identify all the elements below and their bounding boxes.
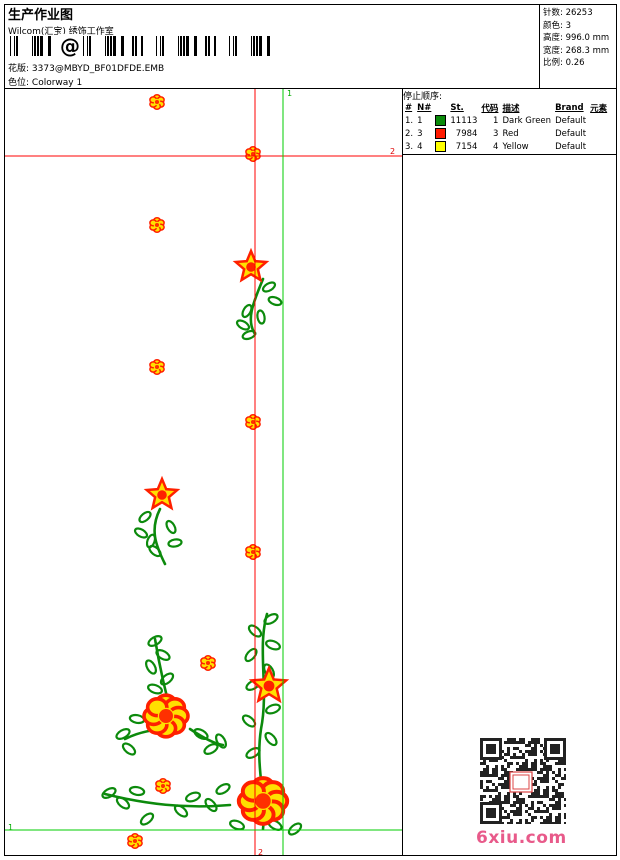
design-label: 花版: [8, 64, 30, 74]
small-flower [149, 358, 165, 376]
leaf [247, 624, 263, 638]
colorway-row: 色位: Colorway 1 [8, 75, 82, 88]
stop-sequence-table: # N# St. 代码 描述 Brand 元素 1. 1 11113 1 Dar… [403, 101, 609, 153]
leaf [173, 804, 189, 818]
barcode-symbol: @ [58, 34, 82, 58]
star-flower [143, 475, 181, 511]
leaf [159, 672, 175, 686]
barcode [10, 36, 270, 56]
leaf [128, 785, 146, 797]
company-name: Wilcom(汇宝) 绣饰工作室 [8, 27, 114, 37]
green-guide-label-top: 1 [287, 89, 292, 98]
leaf [101, 786, 117, 800]
stat-colors: 颜色: 3 [543, 20, 571, 31]
watermark: 6xiu.com [476, 828, 567, 848]
leaf [121, 742, 137, 756]
leaf [287, 822, 303, 836]
stats-divider [539, 4, 540, 88]
leaf [256, 309, 266, 325]
small-flower [149, 93, 165, 111]
leaf [203, 742, 219, 756]
table-row: 1. 1 11113 1 Dark Green Default [405, 115, 587, 126]
leaf [155, 648, 171, 662]
table-row: 3. 4 7154 4 Yellow Default [405, 141, 587, 152]
leaf [115, 796, 131, 810]
header-divider [4, 88, 617, 89]
star-flower [248, 664, 290, 704]
star-flower [232, 247, 270, 283]
embroidery-design: 1 1 2 2 [5, 89, 402, 855]
leaf [261, 281, 277, 293]
colorway-label: 色位: [8, 78, 30, 88]
leaf [263, 612, 279, 626]
column-divider [402, 88, 403, 856]
leaf [193, 727, 209, 741]
small-flower [245, 413, 261, 431]
small-flower [149, 216, 165, 234]
stat-stitches: 针数: 26253 [543, 8, 593, 18]
leaf [241, 329, 257, 341]
table-header-row: # N# St. 代码 描述 Brand 元素 [403, 101, 609, 114]
stats-block: 针数: 26253 颜色: 3 高度: 996.0 mm 宽度: 268.3 m… [543, 7, 609, 70]
col-code: 代码 [481, 103, 499, 114]
col-num: # [405, 102, 413, 113]
green-guide-label-left: 1 [8, 823, 13, 832]
small-flower [200, 654, 216, 672]
color-swatch [435, 141, 447, 152]
color-swatch [435, 128, 447, 139]
leaf [139, 812, 155, 826]
leaf [244, 647, 258, 663]
leaf [148, 544, 162, 558]
col-brand: Brand [555, 102, 584, 113]
leaf [204, 797, 218, 813]
design-file-row: 花版: 3373@MBYD_BF01DFDE.EMB [8, 61, 164, 74]
design-file: 3373@MBYD_BF01DFDE.EMB [31, 64, 165, 74]
leaf [115, 727, 131, 741]
leaf [265, 703, 281, 715]
col-stitches: St. [450, 102, 464, 113]
small-flower [127, 832, 143, 850]
colorway-value: Colorway 1 [31, 78, 83, 88]
stop-sequence-title: 停止顺序: [403, 92, 443, 102]
stat-width: 宽度: 268.3 mm [543, 45, 610, 56]
leaf [214, 733, 228, 749]
leaf [147, 683, 163, 695]
small-flower [245, 543, 261, 561]
col-desc: 描述 [502, 103, 520, 114]
leaf [144, 659, 158, 675]
leaf [241, 303, 253, 319]
leaf [267, 295, 283, 307]
small-flower [155, 777, 171, 795]
leaf [235, 319, 251, 331]
leaf [133, 527, 149, 539]
page-title: 生产作业图 [8, 8, 74, 23]
leaf [264, 731, 278, 747]
small-flower [245, 145, 261, 163]
leaf [229, 819, 245, 831]
large-flower [142, 693, 190, 739]
red-guide-label-bottom: 2 [258, 848, 263, 855]
leaf [165, 519, 177, 535]
leaf [147, 634, 163, 648]
table-row: 2. 3 7984 3 Red Default [405, 128, 587, 139]
red-guide-label-right: 2 [390, 147, 395, 156]
col-element: 元素 [590, 103, 608, 114]
leaf [185, 791, 201, 803]
leaf [138, 510, 152, 524]
leaf [145, 533, 157, 549]
leaf [167, 538, 183, 548]
large-flower [236, 776, 290, 826]
stat-height: 高度: 996.0 mm [543, 33, 610, 44]
page-frame [4, 4, 617, 856]
stem [249, 277, 265, 336]
qr-code-image [480, 738, 566, 824]
col-needle: N# [417, 102, 432, 113]
color-swatch [435, 115, 447, 126]
stat-scale: 比例: 0.26 [543, 58, 585, 69]
table-divider [402, 154, 617, 155]
leaf [215, 782, 231, 796]
leaf [265, 639, 281, 651]
